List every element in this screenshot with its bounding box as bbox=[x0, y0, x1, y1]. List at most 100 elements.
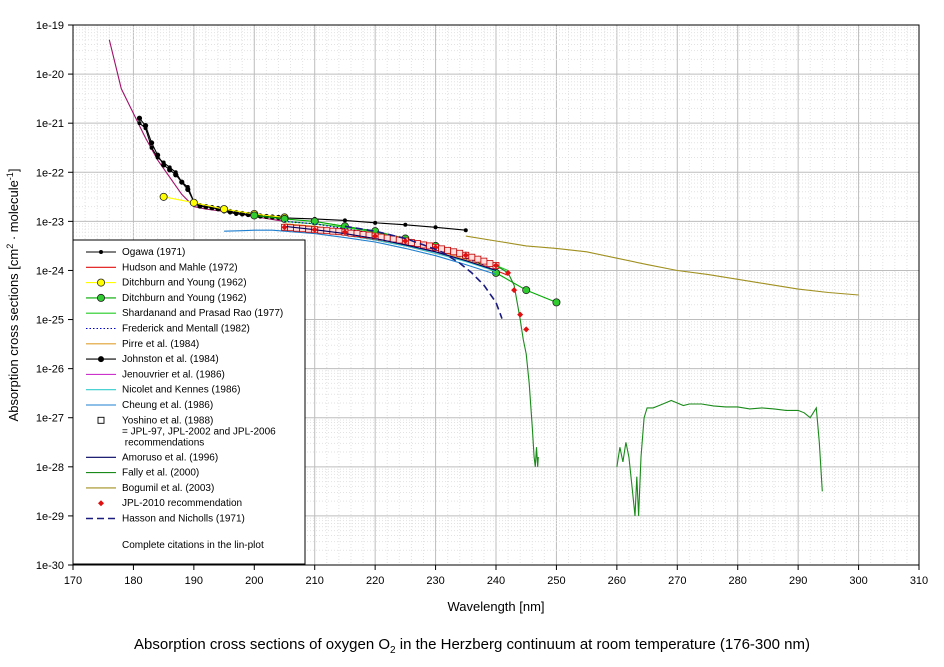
data-point-0 bbox=[373, 220, 378, 225]
x-tick-label: 310 bbox=[910, 575, 928, 587]
data-point-0 bbox=[149, 145, 154, 150]
series-line-5 bbox=[284, 220, 497, 272]
legend-label: Johnston et al. (1984) bbox=[122, 354, 219, 365]
data-point-15 bbox=[511, 287, 518, 294]
x-tick-label: 250 bbox=[547, 575, 565, 587]
series-layer bbox=[108, 39, 859, 516]
x-axis-label: Wavelength [nm] bbox=[447, 599, 544, 614]
x-tick-label: 220 bbox=[366, 575, 384, 587]
data-point-15 bbox=[372, 233, 379, 240]
y-tick-label: 1e-22 bbox=[36, 167, 64, 179]
data-point-3 bbox=[522, 286, 531, 295]
x-tick-label: 240 bbox=[487, 575, 505, 587]
data-point-0 bbox=[342, 218, 347, 223]
data-point-2 bbox=[220, 205, 229, 214]
data-point-15 bbox=[493, 262, 499, 269]
series-line-13 bbox=[495, 265, 539, 467]
data-point-11 bbox=[329, 227, 337, 235]
data-point-0 bbox=[161, 160, 166, 165]
legend-marker bbox=[97, 416, 105, 424]
legend-label: Shardanand and Prasad Rao (1977) bbox=[122, 308, 283, 319]
legend-label: JPL-2010 recommendation bbox=[122, 498, 242, 509]
legend-label: Fally et al. (2000) bbox=[122, 468, 199, 479]
data-point-3 bbox=[552, 298, 561, 307]
data-point-0 bbox=[463, 228, 468, 233]
data-point-3 bbox=[280, 214, 289, 223]
data-point-11 bbox=[456, 249, 464, 257]
series-line-johnston bbox=[139, 117, 285, 219]
data-point-11 bbox=[389, 235, 397, 243]
data-point-0 bbox=[197, 204, 202, 209]
data-point-11 bbox=[468, 253, 476, 261]
y-tick-label: 1e-20 bbox=[36, 69, 64, 81]
data-point-0 bbox=[234, 212, 239, 216]
legend-box bbox=[72, 239, 306, 565]
y-tick-label: 1e-28 bbox=[36, 462, 64, 474]
x-axis-ticks: 170 180 190 200 210 220 230 240 250 260 270 280 290 3… bbox=[64, 565, 928, 587]
legend-marker bbox=[97, 278, 106, 287]
legend-label: Cheung et al. (1986) bbox=[122, 400, 213, 411]
data-point-0 bbox=[403, 222, 408, 227]
legend-label: Pirre et al. (1984) bbox=[122, 339, 199, 350]
y-tick-label: 1e-29 bbox=[36, 511, 64, 523]
data-point-0 bbox=[173, 170, 178, 175]
legend-label: Nicolet and Kennes (1986) bbox=[122, 385, 240, 396]
y-tick-label: 1e-23 bbox=[36, 216, 64, 228]
series-line-13-b bbox=[616, 399, 823, 516]
data-point-11 bbox=[486, 260, 494, 267]
y-tick-label: 1e-30 bbox=[36, 560, 64, 572]
data-point-0 bbox=[179, 180, 184, 185]
data-point-15 bbox=[517, 311, 524, 318]
data-point-15 bbox=[311, 226, 318, 233]
x-tick-label: 200 bbox=[245, 575, 263, 587]
data-point-11 bbox=[444, 246, 452, 254]
legend-label: Frederick and Mentall (1982) bbox=[122, 324, 250, 335]
y-tick-label: 1e-19 bbox=[36, 20, 64, 32]
chart-caption: Absorption cross sections of oxygen O2 i… bbox=[134, 636, 810, 656]
y-tick-label: 1e-21 bbox=[36, 118, 64, 130]
data-point-0 bbox=[185, 185, 190, 189]
y-tick-label: 1e-27 bbox=[36, 413, 64, 425]
x-tick-label: 280 bbox=[729, 575, 747, 587]
x-tick-label: 260 bbox=[608, 575, 626, 587]
data-point-11 bbox=[480, 257, 488, 265]
data-point-0 bbox=[246, 212, 251, 217]
x-tick-label: 270 bbox=[668, 575, 686, 587]
legend: Ogawa (1971) Hudson and Mahle (1972) Ditch… bbox=[72, 239, 306, 565]
data-point-11 bbox=[450, 248, 458, 256]
data-point-11 bbox=[335, 228, 343, 236]
data-point-0 bbox=[167, 165, 172, 170]
legend-label: Ditchburn and Young (1962) bbox=[122, 293, 247, 304]
x-tick-label: 210 bbox=[306, 575, 324, 587]
data-point-0 bbox=[137, 121, 142, 126]
series-line-16 bbox=[344, 225, 503, 319]
legend-marker bbox=[98, 500, 104, 507]
data-point-0 bbox=[433, 225, 438, 230]
y-axis-ticks: 1e-19 1e-20 1e-21 1e-22 1e-23 1e-24 1e-25 1e-26… bbox=[36, 20, 73, 572]
data-point-15 bbox=[462, 252, 469, 259]
data-point-15 bbox=[281, 224, 288, 231]
legend-label-line: = JPL-97, JPL-2002 and JPL-2006 bbox=[122, 426, 276, 437]
legend-label-line: Yoshino et al. (1988) bbox=[122, 415, 213, 426]
series-line-12 bbox=[284, 225, 497, 272]
legend-label: Hudson and Mahle (1972) bbox=[122, 262, 238, 273]
legend-label-line: recommendations bbox=[122, 437, 204, 448]
legend-marker bbox=[98, 356, 104, 363]
y-axis-label: Absorption cross sections [cm2 · molecul… bbox=[5, 169, 21, 422]
y-tick-label: 1e-25 bbox=[36, 315, 64, 327]
legend-note: Complete citations in the lin-plot bbox=[122, 540, 264, 551]
x-tick-label: 300 bbox=[849, 575, 867, 587]
data-point-2 bbox=[189, 198, 198, 207]
legend-label: Ditchburn and Young (1962) bbox=[122, 278, 247, 289]
legend-label: Hasson and Nicholls (1971) bbox=[122, 514, 245, 525]
data-point-3 bbox=[250, 211, 259, 220]
legend-label: Ogawa (1971) bbox=[122, 247, 185, 258]
legend-label: Jenouvrier et al. (1986) bbox=[122, 369, 225, 380]
x-tick-label: 180 bbox=[124, 575, 142, 587]
data-point-0 bbox=[228, 210, 233, 215]
data-point-0 bbox=[240, 212, 245, 217]
legend-label: Bogumil et al. (2003) bbox=[122, 483, 214, 494]
data-point-15 bbox=[402, 238, 409, 244]
legend-marker bbox=[99, 250, 103, 254]
data-point-15 bbox=[505, 269, 512, 276]
